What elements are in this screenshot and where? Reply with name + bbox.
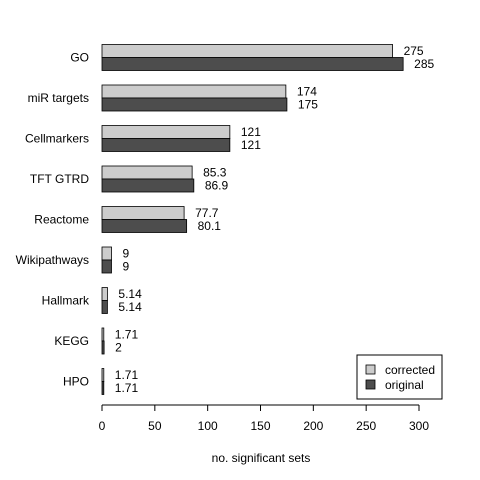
legend-label-original: original [385,378,424,392]
value-label-original-hallmark: 5.14 [118,300,142,314]
category-label-hallmark: Hallmark [42,294,90,308]
legend: corrected original [356,354,443,400]
value-label-original-tft-gtrd: 86.9 [205,179,229,193]
category-label-wikipathways: Wikipathways [16,253,89,267]
value-label-corrected-hallmark: 5.14 [118,287,142,301]
x-axis: 0 50 100 150 200 250 300 [99,404,429,433]
x-tick-label-300: 300 [409,419,429,433]
category-label-reactome: Reactome [34,213,89,227]
x-tick-label-250: 250 [356,419,376,433]
bar-original-wikipathways [101,259,112,274]
bar-corrected-reactome [101,206,185,220]
value-label-corrected-kegg: 1.71 [115,328,139,342]
value-label-original-hpo: 1.71 [115,381,139,395]
value-label-corrected-cellmarkers: 121 [241,125,261,139]
bar-original-hallmark [101,300,108,314]
value-label-corrected-go: 275 [404,44,424,58]
category-labels-group: GO miR targets Cellmarkers TFT GTRD Reactome… [16,51,90,389]
category-label-tft-gtrd: TFT GTRD [30,172,89,186]
bar-original-cellmarkers [101,138,231,152]
x-axis-label: no. significant sets [212,451,311,465]
category-label-go: GO [70,51,89,65]
bar-original-tft-gtrd [101,178,195,193]
value-label-original-reactome: 80.1 [198,219,222,233]
legend-label-corrected: corrected [385,363,435,377]
bar-corrected-tft-gtrd [101,165,193,180]
legend-swatch-corrected [365,364,376,375]
bar-corrected-go [101,44,393,58]
bar-original-reactome [101,219,188,233]
category-label-mir-targets: miR targets [28,91,89,105]
bar-corrected-wikipathways [101,246,112,261]
x-tick-label-50: 50 [148,419,162,433]
x-tick-label-100: 100 [198,419,218,433]
bar-corrected-kegg [101,327,105,342]
category-label-kegg: KEGG [54,334,89,348]
value-label-corrected-wikipathways: 9 [123,247,130,261]
category-label-hpo: HPO [63,375,89,389]
bar-corrected-mir-targets [101,84,287,99]
value-label-original-wikipathways: 9 [123,260,130,274]
value-label-original-cellmarkers: 121 [241,138,261,152]
bar-original-hpo [101,381,105,395]
bar-corrected-hpo [101,368,105,382]
legend-swatch-original [365,379,376,390]
value-label-original-kegg: 2 [115,341,122,355]
value-label-corrected-mir-targets: 174 [297,85,317,99]
bar-corrected-hallmark [101,287,108,301]
value-label-corrected-reactome: 77.7 [195,206,219,220]
bar-corrected-cellmarkers [101,125,231,139]
category-label-cellmarkers: Cellmarkers [25,132,89,146]
value-label-original-go: 285 [414,57,434,71]
legend-box [356,354,443,400]
value-label-corrected-tft-gtrd: 85.3 [203,166,227,180]
value-label-corrected-hpo: 1.71 [115,368,139,382]
bar-original-go [101,57,404,71]
x-tick-label-150: 150 [250,419,270,433]
bars-group [101,44,404,395]
bar-original-kegg [101,340,105,355]
x-tick-label-0: 0 [99,419,106,433]
x-tick-label-200: 200 [303,419,323,433]
value-label-original-mir-targets: 175 [298,98,318,112]
bar-original-mir-targets [101,97,288,112]
